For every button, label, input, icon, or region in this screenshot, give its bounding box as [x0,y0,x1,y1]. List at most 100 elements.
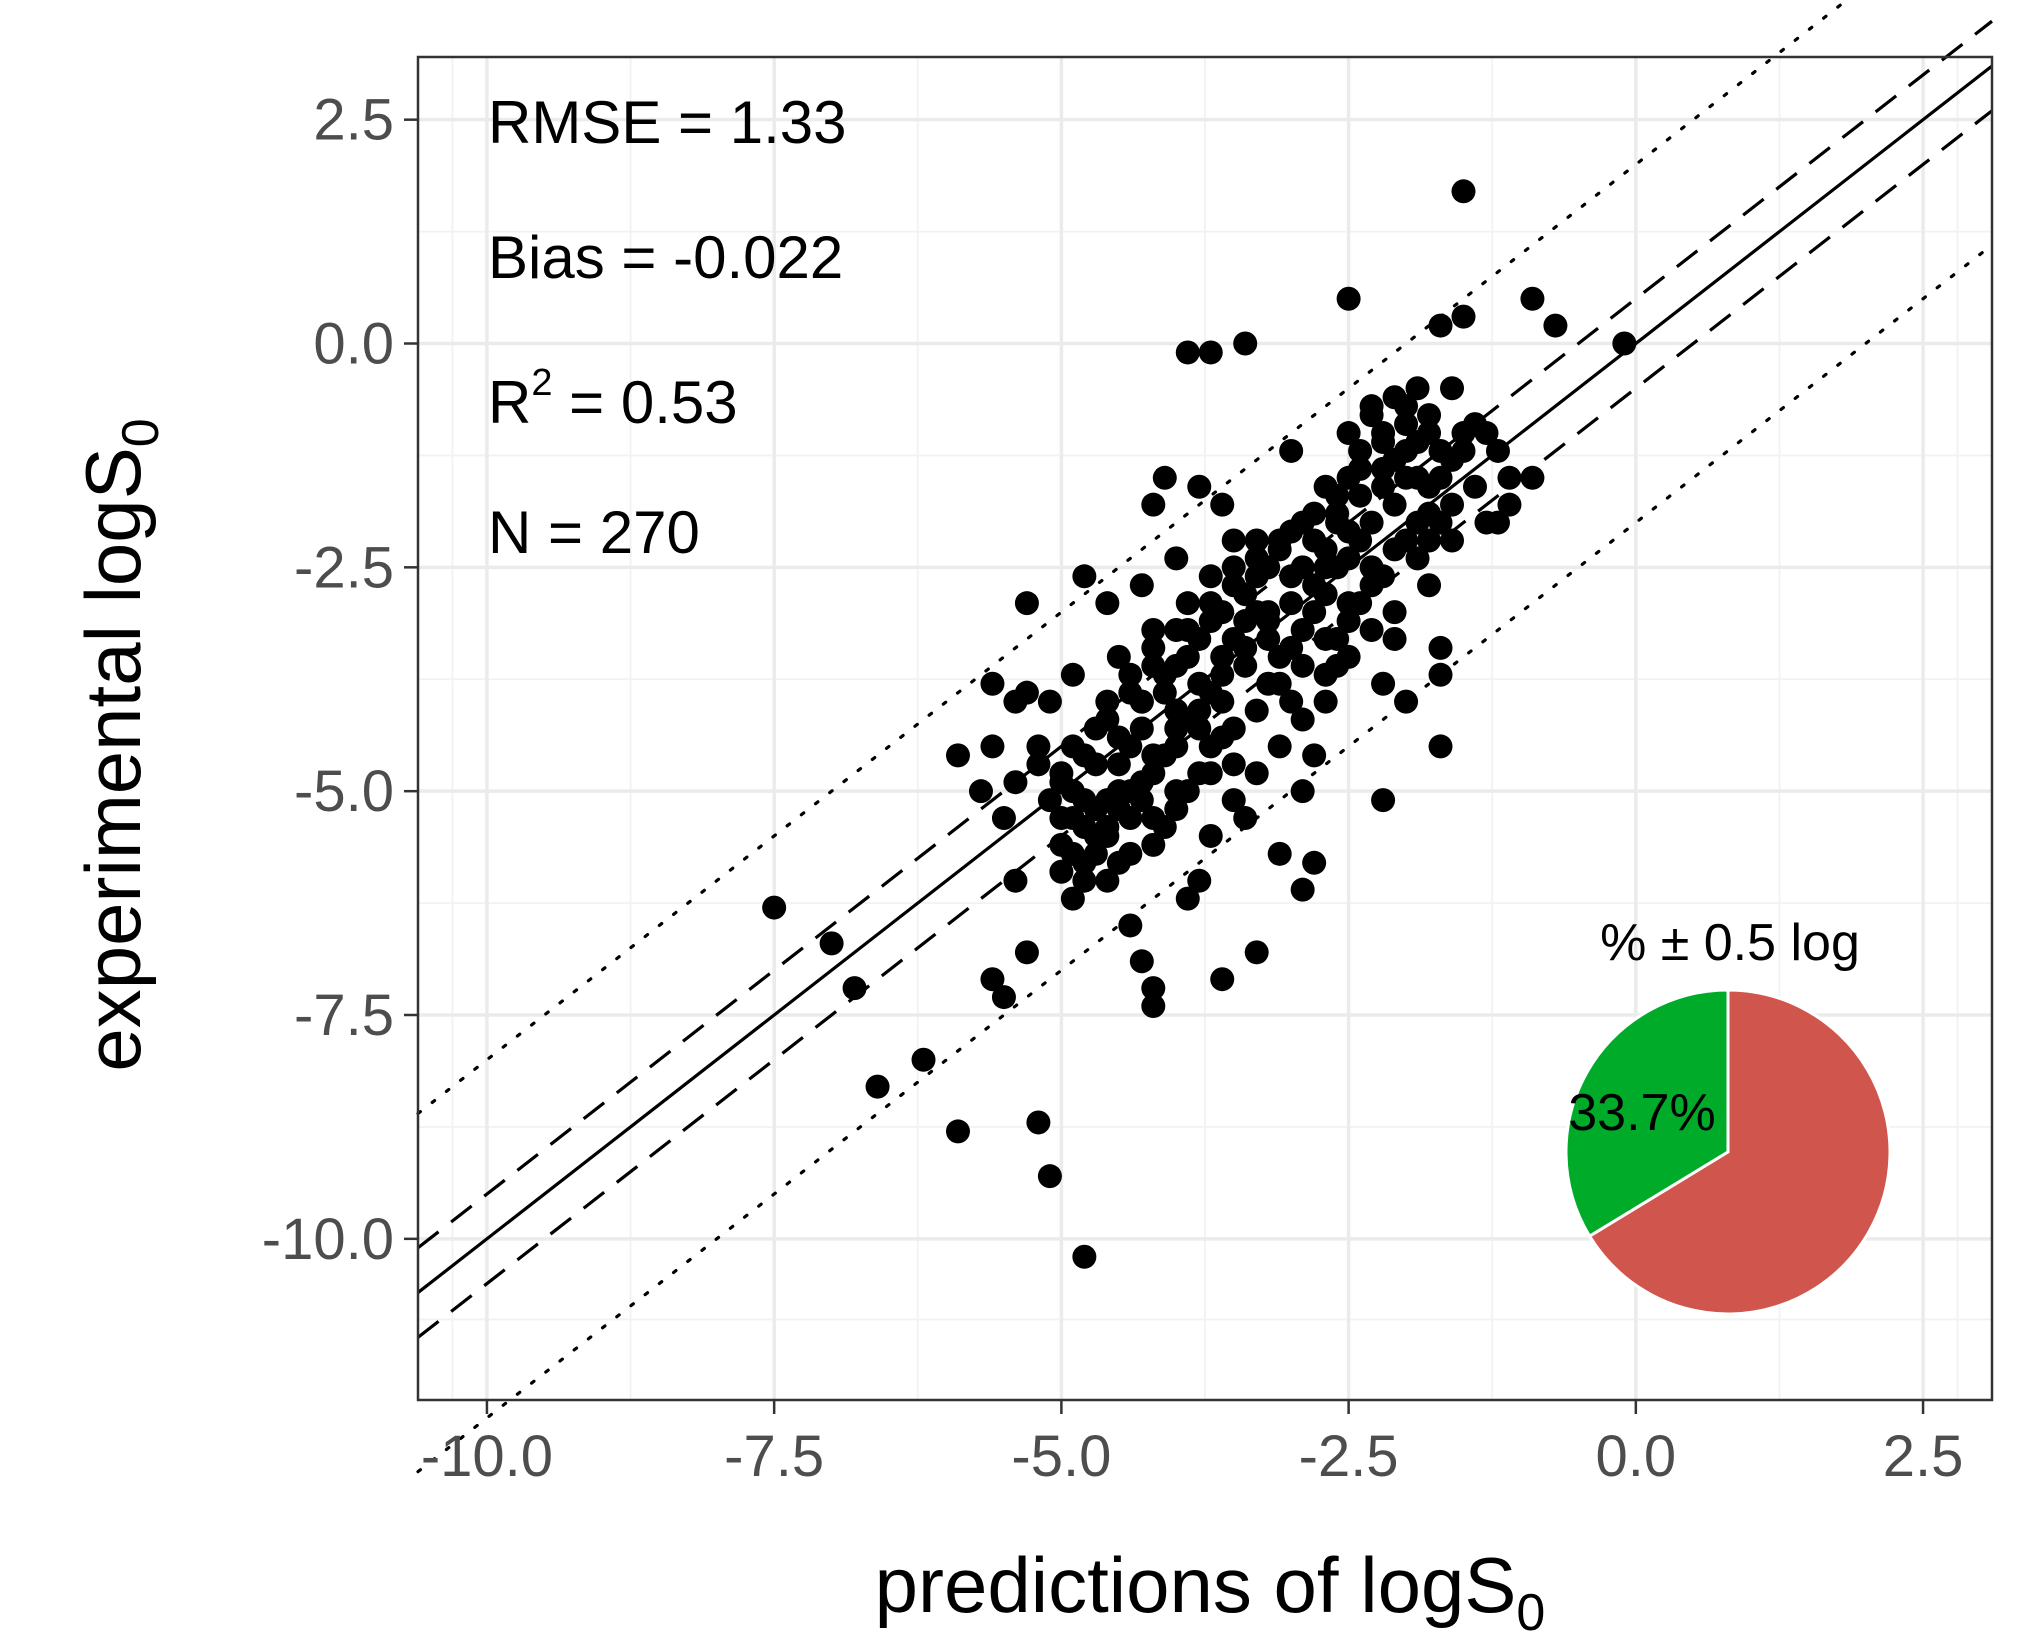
data-point [1359,573,1384,598]
data-point [1290,653,1315,678]
data-point [1290,618,1315,643]
data-point [1382,600,1407,625]
n-annotation: N = 270 [488,499,700,566]
data-point [991,806,1016,831]
data-point [1187,716,1212,741]
data-point [1244,940,1269,965]
data-point [1175,886,1200,911]
data-point [1095,868,1120,893]
data-point [1313,689,1338,714]
data-point [1302,850,1327,875]
data-point [1141,806,1166,831]
data-point [1267,671,1292,696]
data-point [1336,519,1361,544]
inset-pie-chart: % ± 0.5 log 33.7% [1564,914,1892,1316]
data-point [1106,752,1131,777]
pie-slice [1564,988,1730,1239]
rmse-annotation: RMSE = 1.33 [488,89,847,156]
data-point [1198,823,1223,848]
data-point [1382,492,1407,517]
data-point [1417,573,1442,598]
data-point [980,734,1005,759]
data-point [1497,465,1522,490]
data-point [1290,555,1315,580]
data-point [1417,421,1442,446]
data-point [1164,779,1189,804]
data-point [1336,286,1361,311]
data-point [1060,841,1085,866]
x-tick-label: 2.5 [1883,1424,1964,1489]
data-point [1417,528,1442,553]
data-point [1382,626,1407,651]
x-tick-label: -7.5 [724,1424,824,1489]
data-point [1543,313,1568,338]
data-point [1394,412,1419,437]
data-point [1003,770,1028,795]
x-tick-label: 0.0 [1596,1424,1677,1489]
data-point [1175,644,1200,669]
data-point [1474,510,1499,535]
data-point [1451,421,1476,446]
data-point [1026,752,1051,777]
data-point [1233,331,1258,356]
data-point [1221,788,1246,813]
data-point [1118,913,1143,938]
data-point [991,985,1016,1010]
data-point [1371,788,1396,813]
data-point [1083,823,1108,848]
data-point [1095,591,1120,616]
data-point [1336,421,1361,446]
data-point [1256,626,1281,651]
data-point [1279,438,1304,463]
x-axis-title-subscript: 0 [1516,1584,1545,1642]
data-point [1164,797,1189,822]
data-point [1371,671,1396,696]
data-point [1244,528,1269,553]
y-axis-ticks: -10.0 -7.5 -5.0 -2.5 0.0 2.5 [262,88,418,1272]
data-point [1440,492,1465,517]
data-point [980,671,1005,696]
data-point [945,743,970,768]
data-point [1118,680,1143,705]
data-point [1336,644,1361,669]
data-point [865,1074,890,1099]
data-point [1348,456,1373,481]
bias-annotation: Bias = -0.022 [488,224,843,291]
data-point [1026,734,1051,759]
y-tick-label: -7.5 [294,983,394,1048]
r2-superscript: 2 [531,362,552,404]
data-point [1244,761,1269,786]
data-point [1014,591,1039,616]
data-point [1394,689,1419,714]
data-point [1233,806,1258,831]
data-point [1095,707,1120,732]
data-point [1520,286,1545,311]
data-point [1198,734,1223,759]
data-point [1221,573,1246,598]
data-point [1095,689,1120,714]
data-point [1302,528,1327,553]
major-gridlines [418,57,1992,1400]
data-point [1394,465,1419,490]
data-point [1187,671,1212,696]
data-point [1072,564,1097,589]
data-point [1348,483,1373,508]
data-point [1210,492,1235,517]
data-point [1279,591,1304,616]
y-axis-title-main: experimental logS [69,447,157,1071]
x-axis-title: predictions of logS0 [875,1541,1546,1642]
data-point [1129,716,1154,741]
data-point [1187,868,1212,893]
data-point [1210,967,1235,992]
data-point [1440,376,1465,401]
data-point [1417,474,1442,499]
data-point [1221,528,1246,553]
data-point [1462,474,1487,499]
data-point [1037,689,1062,714]
data-point [1106,644,1131,669]
data-point [968,779,993,804]
data-point [1612,331,1637,356]
data-point [1060,886,1085,911]
data-point [1152,465,1177,490]
minor-gridlines [418,57,1992,1400]
